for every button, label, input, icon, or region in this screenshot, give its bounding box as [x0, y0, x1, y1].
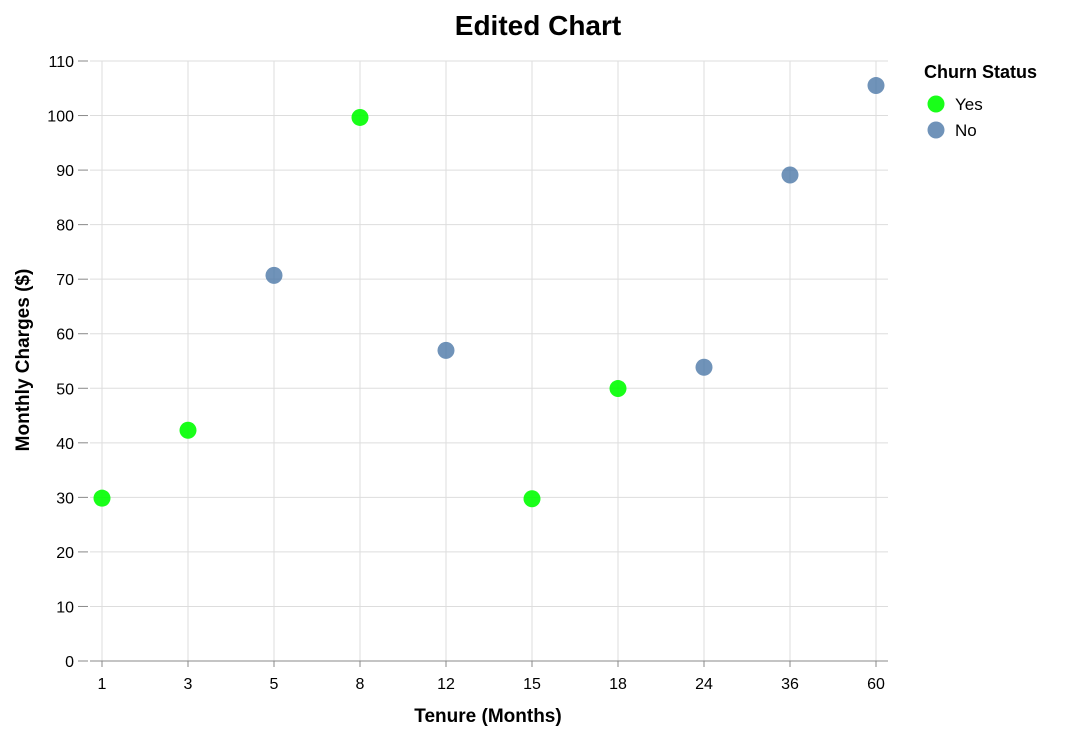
- data-point-yes: [351, 108, 369, 126]
- y-tick-label: 20: [56, 545, 74, 562]
- data-point-yes: [523, 490, 541, 508]
- data-point-yes: [609, 380, 627, 398]
- y-tick-label: 60: [56, 327, 74, 344]
- legend-swatch: [927, 121, 945, 139]
- grid-lines: [90, 60, 888, 662]
- data-point-no: [781, 166, 799, 184]
- y-tick-label: 80: [56, 218, 74, 235]
- x-tick-label: 12: [437, 676, 455, 693]
- y-tick-label: 40: [56, 436, 74, 453]
- y-tick-label: 0: [65, 654, 74, 671]
- x-tick-label: 15: [523, 676, 541, 693]
- y-tick-label: 70: [56, 272, 74, 289]
- x-tick-label: 24: [695, 676, 713, 693]
- y-axis-title: Monthly Charges ($): [13, 269, 34, 452]
- chart-title: Edited Chart: [455, 10, 621, 41]
- y-tick-label: 100: [47, 109, 74, 126]
- y-tick-label: 90: [56, 163, 74, 180]
- data-point-no: [437, 341, 455, 359]
- x-axis-title: Tenure (Months): [414, 706, 561, 727]
- data-point-no: [265, 266, 283, 284]
- legend-label: Yes: [955, 95, 983, 114]
- x-tick-label: 1: [98, 676, 107, 693]
- data-point-no: [695, 358, 713, 376]
- x-tick-label: 60: [867, 676, 885, 693]
- data-point-yes: [179, 421, 197, 439]
- x-tick-label: 36: [781, 676, 799, 693]
- legend-title: Churn Status: [924, 62, 1037, 82]
- x-tick-label: 5: [270, 676, 279, 693]
- legend-label: No: [955, 121, 977, 140]
- data-point-no: [867, 77, 885, 95]
- legend: Churn Status Yes No: [924, 62, 1037, 140]
- legend-swatch: [927, 95, 945, 113]
- y-tick-label: 10: [56, 599, 74, 616]
- x-tick-label: 18: [609, 676, 627, 693]
- y-tick-label: 110: [48, 54, 74, 71]
- x-tick-label: 8: [356, 676, 365, 693]
- y-tick-label: 30: [56, 490, 74, 507]
- axes: 1 3 5 8 12 15 18 24 36 60 0 10 20 30 40 50 60 70 80 90 100 11…: [47, 54, 888, 693]
- data-point-yes: [93, 489, 111, 507]
- x-tick-label: 3: [184, 676, 193, 693]
- y-tick-label: 50: [56, 381, 74, 398]
- data-points: [93, 77, 885, 508]
